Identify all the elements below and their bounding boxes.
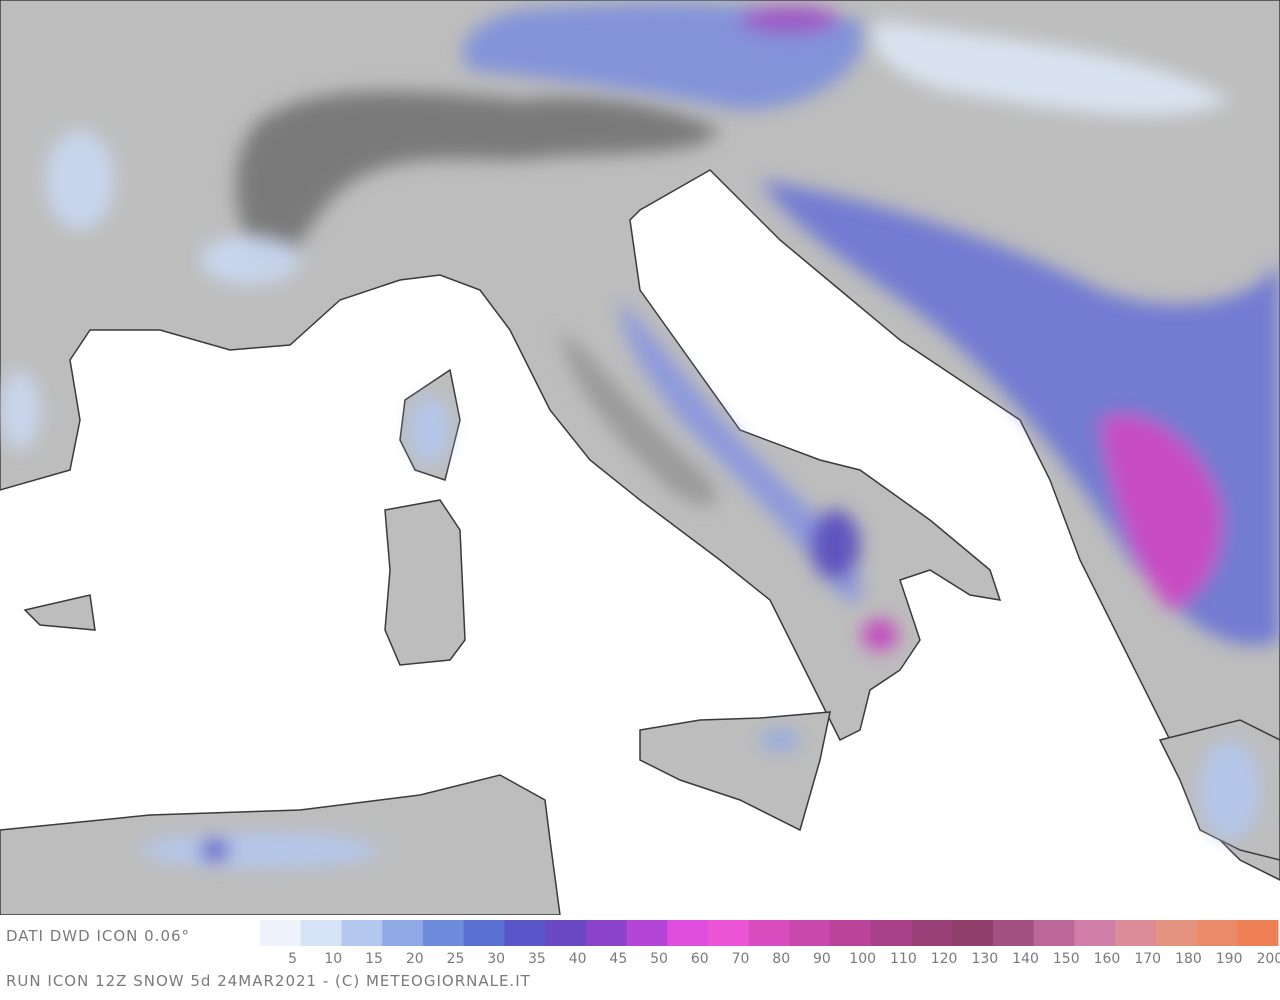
scale-segment <box>1155 920 1198 946</box>
scale-tick-label: 70 <box>732 951 750 967</box>
scale-tick-label: 110 <box>890 951 917 967</box>
scale-tick-label: 150 <box>1053 951 1080 967</box>
scale-segment <box>707 920 750 946</box>
scale-tick-label: 60 <box>691 951 709 967</box>
scale-segment <box>911 920 953 946</box>
scale-tick-label: 35 <box>528 951 546 967</box>
scale-segment <box>504 920 546 946</box>
scale-tick-label: 90 <box>813 951 831 967</box>
scale-tick-label: 190 <box>1216 951 1243 967</box>
scale-segment <box>300 920 342 946</box>
scale-segment <box>870 920 913 946</box>
scale-tick-label: 30 <box>487 951 505 967</box>
scale-segment <box>1115 920 1157 946</box>
scale-tick-label: 80 <box>772 951 790 967</box>
scale-tick-label: 130 <box>971 951 998 967</box>
scale-tick-label: 200 <box>1256 951 1280 967</box>
scale-segment <box>585 920 627 946</box>
scale-tick-label: 170 <box>1134 951 1161 967</box>
snow-cover <box>0 3 1280 868</box>
scale-tick-label: 160 <box>1094 951 1121 967</box>
scale-segment <box>626 920 668 946</box>
scale-tick-label: 180 <box>1175 951 1202 967</box>
scale-segment <box>545 920 587 946</box>
scale-segment <box>341 920 383 946</box>
scale-tick-label: 45 <box>609 951 627 967</box>
scale-segment <box>789 920 831 946</box>
map <box>0 0 1280 916</box>
scale-segment <box>260 920 302 946</box>
scale-tick-label: 120 <box>931 951 958 967</box>
scale-segment <box>992 920 1035 946</box>
scale-tick-label: 10 <box>324 951 342 967</box>
scale-segment <box>382 920 424 946</box>
scale-segment <box>463 920 505 946</box>
scale-segment <box>422 920 465 946</box>
scale-tick-label: 20 <box>406 951 424 967</box>
scale-segment <box>952 920 994 946</box>
scale-segment <box>748 920 790 946</box>
scale-tick-label: 40 <box>569 951 587 967</box>
scale-tick-label: 50 <box>650 951 668 967</box>
source-label: DATI DWD ICON 0.06° <box>6 927 190 945</box>
scale-segment <box>1033 920 1075 946</box>
scale-segment <box>1074 920 1116 946</box>
scale-tick-label: 140 <box>1012 951 1039 967</box>
scale-segment <box>667 920 709 946</box>
relief <box>236 91 721 506</box>
scale-tick-label: 100 <box>849 951 876 967</box>
scale-segment <box>1237 920 1279 946</box>
color-scale: 5 10 15 20 25 30 35 40 45 50 60 70 80 90 100 110 120 130 1… <box>260 920 1280 967</box>
scale-tick-label: 25 <box>447 951 465 967</box>
run-label: RUN ICON 12Z SNOW 5d 24MAR2021 - (C) MET… <box>6 972 531 990</box>
scale-tick-label: 5 <box>288 951 297 967</box>
scale-segment <box>830 920 872 946</box>
scale-tick-label: 15 <box>365 951 383 967</box>
scale-segment <box>1196 920 1238 946</box>
